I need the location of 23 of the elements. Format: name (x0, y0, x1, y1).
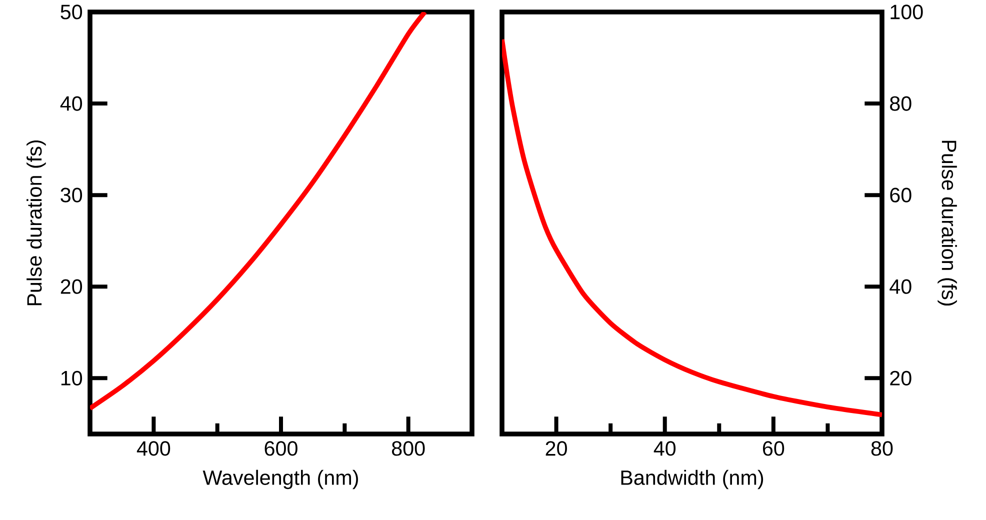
x-tick-label: 800 (392, 441, 425, 456)
y-tick-label: 10 (61, 370, 82, 386)
y-tick-label: 50 (60, 4, 82, 20)
x-axis-title: Bandwidth (nm) (621, 470, 764, 490)
y2-tick-label: 20 (890, 370, 912, 386)
x-tick-label: 60 (762, 441, 784, 456)
y2-tick-label: 100 (890, 4, 923, 20)
x-tick-label: 20 (546, 441, 567, 456)
x-tick-label: 40 (654, 441, 676, 456)
y-tick-label: 40 (60, 96, 82, 111)
x-tick-label: 600 (264, 441, 298, 456)
x-tick-label: 400 (136, 441, 170, 456)
y2-axis-title: Pulse duration (fs) (938, 140, 957, 306)
y-tick-label: 20 (60, 279, 82, 294)
line-series (90, 12, 428, 411)
y-axis-title: Pulse duration (fs) (26, 140, 46, 306)
x-tick-label: 80 (871, 441, 893, 456)
y2-tick-label: 60 (890, 188, 912, 202)
y-tick-label: 30 (60, 188, 82, 202)
line-series (502, 37, 882, 418)
x-axis-title: Wavelength (nm) (202, 470, 358, 490)
y2-tick-label: 40 (890, 279, 912, 294)
y2-tick-label: 80 (890, 96, 912, 111)
